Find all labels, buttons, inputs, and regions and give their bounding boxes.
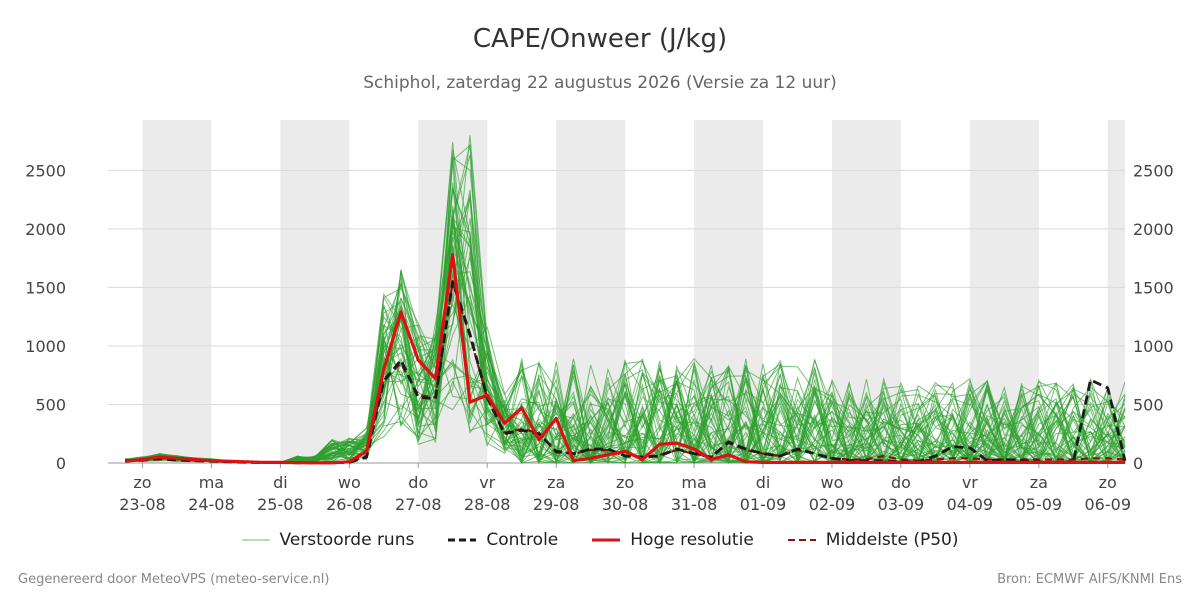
x-tick-date: 27-08 [395,495,442,514]
legend-label-median: Middelste (P50) [825,530,959,550]
x-tick-day: di [756,473,771,492]
footer-generator: Gegenereerd door MeteoVPS (meteo-service… [18,572,330,587]
day-band [1107,120,1125,463]
footer-source: Bron: ECMWF AIFS/KNMI Ens [997,572,1182,587]
x-tick-day: do [408,473,428,492]
x-tick-date: 31-08 [671,495,718,514]
y-tick-label-left: 2000 [25,220,66,239]
y-tick-label-right: 2000 [1133,220,1174,239]
y-tick-label-left: 1500 [25,278,66,297]
x-tick-date: 25-08 [257,495,304,514]
x-tick-date: 03-09 [878,495,925,514]
legend-swatch-hires [592,538,621,542]
x-tick-date: 28-08 [464,495,511,514]
x-tick-date: 30-08 [602,495,649,514]
chart-subtitle: Schiphol, zaterdag 22 augustus 2026 (Ver… [363,73,837,93]
x-tick-date: 05-09 [1016,495,1063,514]
x-tick-day: wo [338,473,361,492]
legend-item-median: Middelste (P50) [787,530,959,550]
x-tick-date: 02-09 [809,495,856,514]
y-tick-label-right: 500 [1133,395,1164,414]
x-tick-date: 06-09 [1085,495,1132,514]
x-tick-day: vr [962,473,978,492]
x-tick-day: vr [479,473,495,492]
legend-swatch-ensemble [241,539,270,541]
legend-label-ensemble: Verstoorde runs [279,530,415,550]
series-control-line [125,280,1127,465]
x-tick-date: 26-08 [326,495,373,514]
y-tick-label-right: 2500 [1133,161,1174,180]
x-tick-day: zo [1099,473,1117,492]
y-tick-label-right: 0 [1133,454,1143,473]
x-tick-day: ma [199,473,224,492]
x-tick-day: za [1030,473,1048,492]
x-tick-date: 04-09 [947,495,994,514]
chart-title: CAPE/Onweer (J/kg) [472,24,728,54]
x-tick-date: 01-09 [740,495,787,514]
day-band [142,120,212,463]
series-hires-line [125,253,1125,465]
y-tick-label-right: 1500 [1133,278,1174,297]
legend-item-hires: Hoge resolutie [592,530,754,550]
x-tick-date: 24-08 [188,495,235,514]
x-tick-date: 23-08 [119,495,166,514]
legend-swatch-median [787,539,816,541]
ensemble-member-line [125,294,1126,465]
legend-item-ensemble: Verstoorde runs [241,530,415,550]
x-tick-day: zo [133,473,151,492]
x-tick-day: wo [821,473,844,492]
y-tick-label-left: 2500 [25,161,66,180]
legend-label-control: Controle [486,530,559,550]
y-tick-label-right: 1000 [1133,337,1174,356]
y-tick-label-left: 500 [35,395,66,414]
x-tick-date: 29-08 [533,495,580,514]
x-tick-day: do [891,473,911,492]
chart-legend: Verstoorde runs Controle Hoge resolutie … [0,530,1200,550]
x-tick-day: za [547,473,565,492]
y-tick-label-left: 1000 [25,337,66,356]
x-tick-day: zo [616,473,634,492]
x-tick-day: ma [681,473,706,492]
legend-item-control: Controle [448,530,558,550]
legend-swatch-control [448,538,477,542]
ensemble-member-line [125,250,1126,464]
day-band [280,120,350,463]
y-tick-label-left: 0 [56,454,66,473]
legend-label-hires: Hoge resolutie [630,530,754,550]
x-tick-day: di [273,473,288,492]
